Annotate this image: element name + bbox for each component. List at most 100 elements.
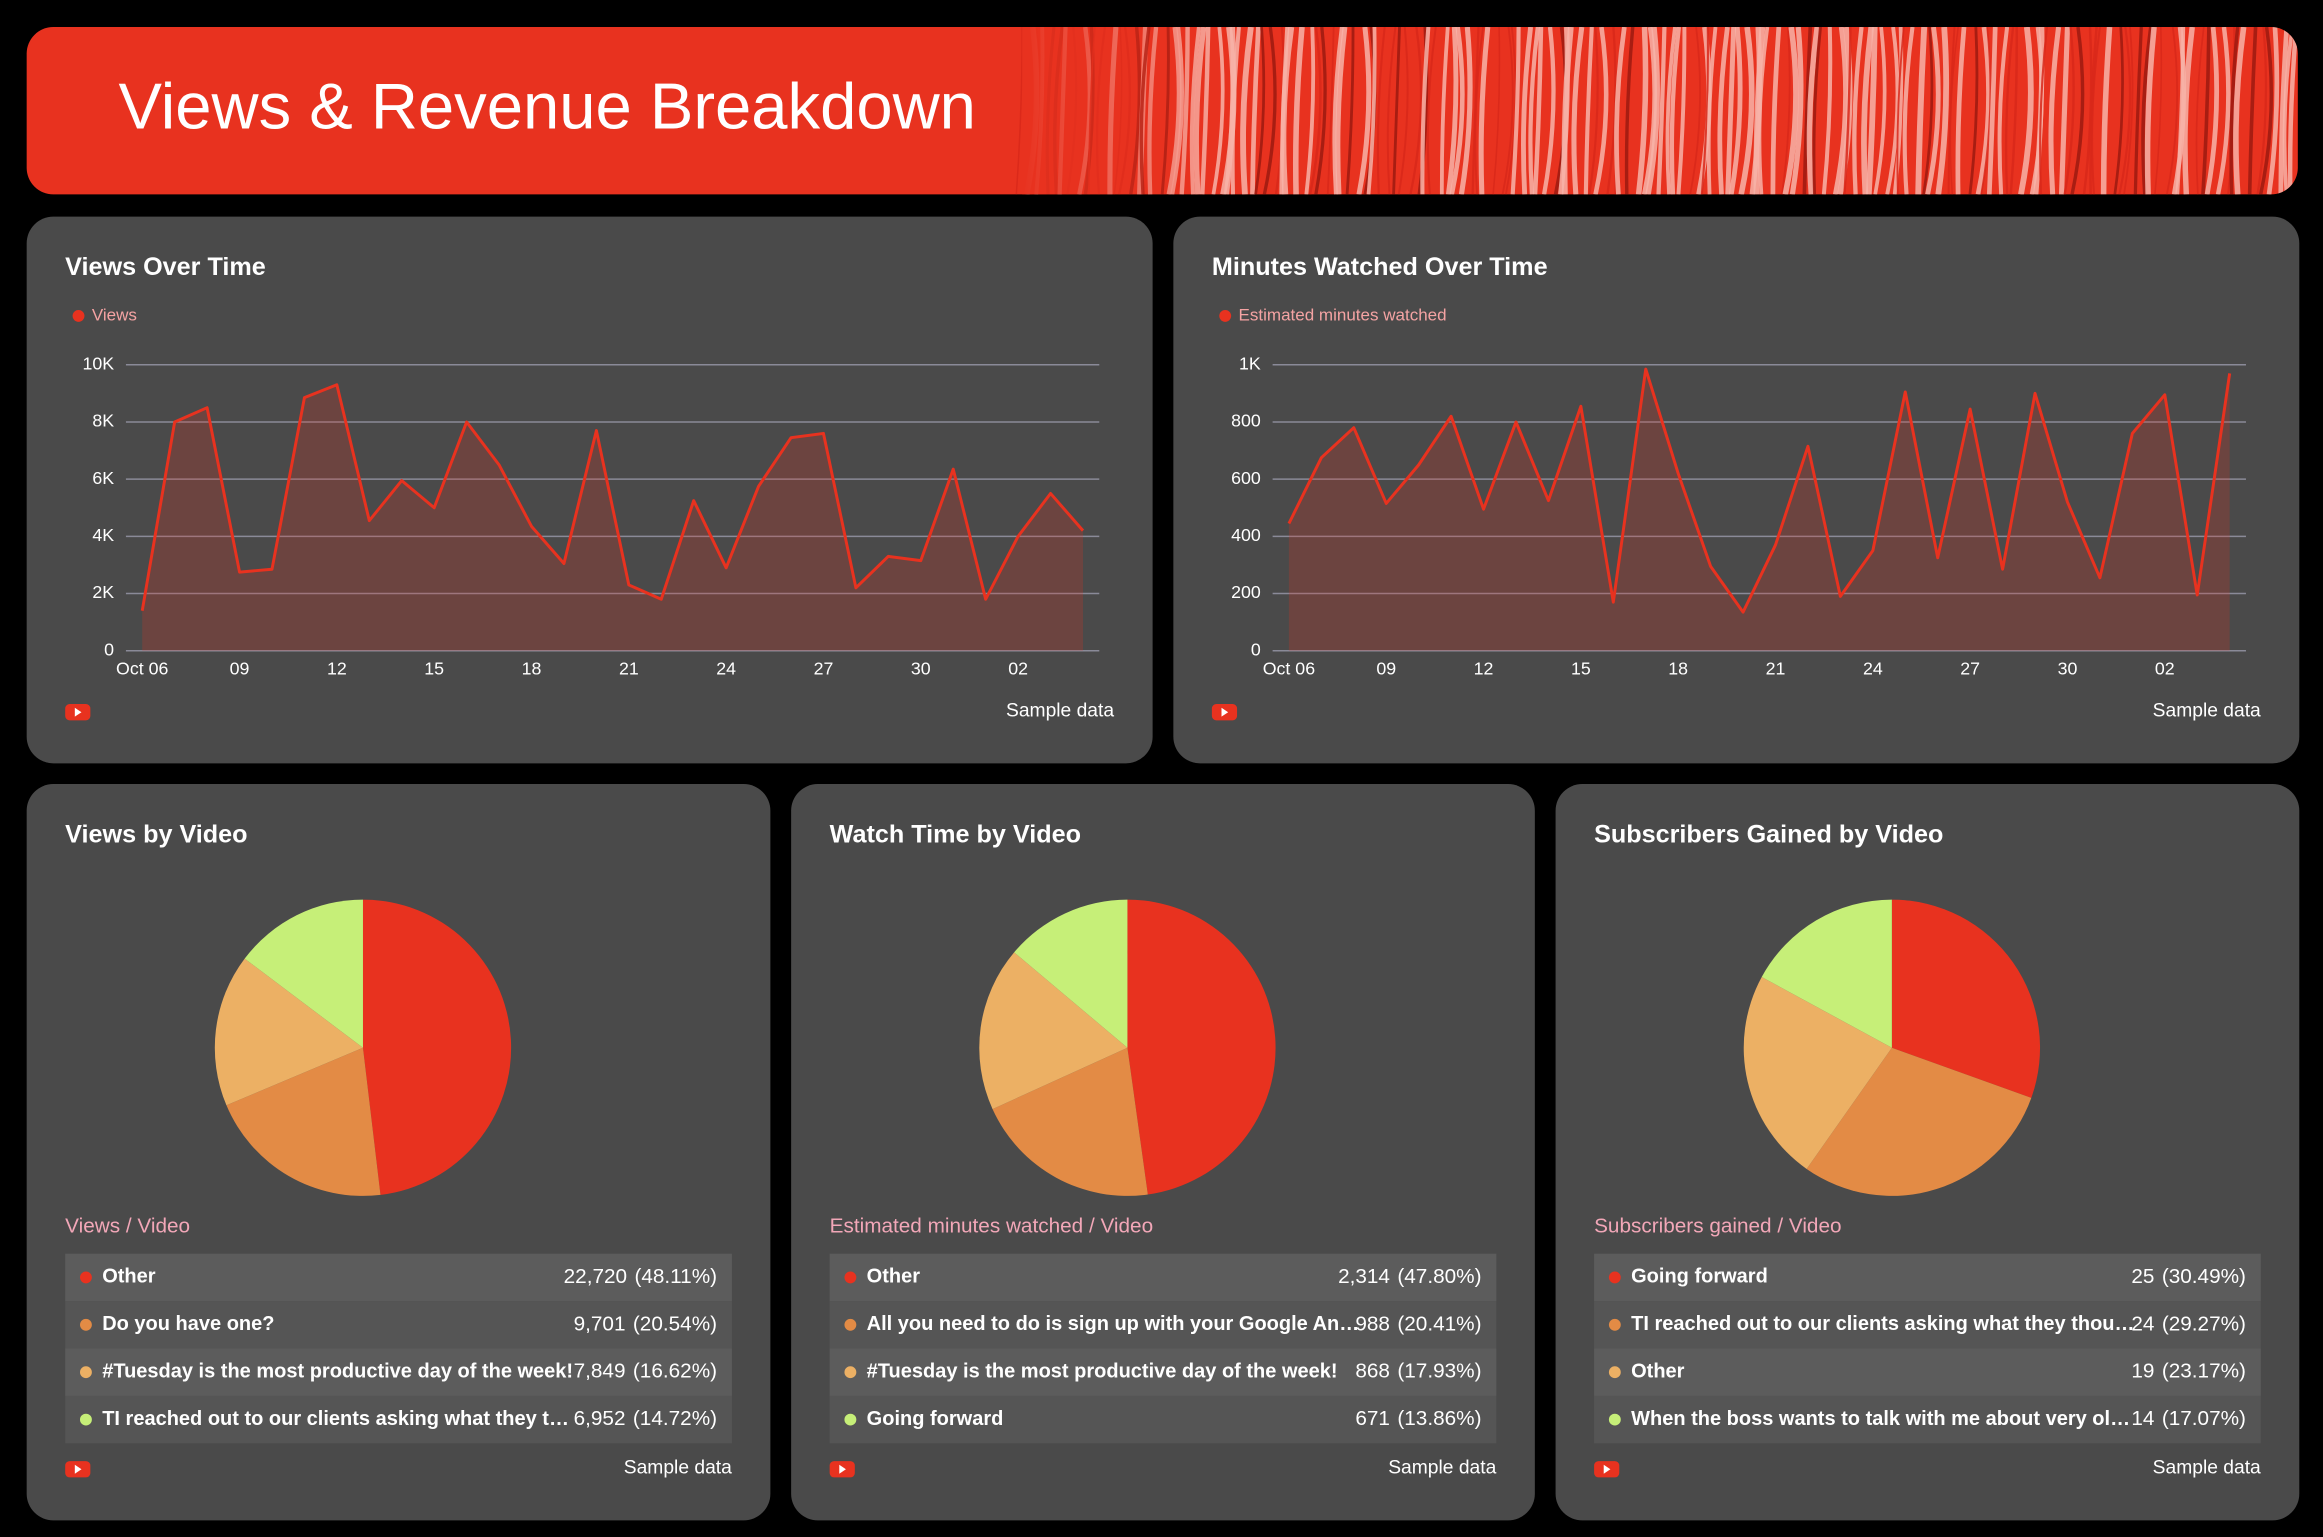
legend-marker: [844, 1366, 857, 1379]
x-tick-label: 12: [1474, 659, 1494, 679]
x-tick-label: 18: [1668, 659, 1688, 679]
legend-row: [1594, 1348, 2261, 1396]
legend-subtitle: Views / Video: [65, 1215, 190, 1238]
area: [142, 384, 1083, 651]
x-tick-label: 15: [424, 659, 444, 679]
x-tick-label: 02: [1008, 659, 1028, 679]
legend-row: [1594, 1301, 2261, 1349]
pie-slice: [1761, 899, 1892, 1048]
legend-row: [1594, 1395, 2261, 1444]
chart-title: Views Over Time: [65, 253, 266, 281]
share-label: (23.17%): [2162, 1360, 2246, 1383]
legend-label: Views: [92, 305, 137, 324]
legend-label: Estimated minutes watched: [1239, 305, 1447, 324]
legend-label: #Tuesday is the most productive day of t…: [102, 1360, 573, 1382]
share-label: (48.11%): [634, 1265, 717, 1288]
source-label: Sample data: [2153, 701, 2261, 722]
legend-row: [829, 1253, 1497, 1302]
legend-label: #Tuesday is the most productive day of t…: [867, 1360, 1338, 1382]
pie-slice: [226, 1047, 381, 1196]
value-label: 671: [1355, 1407, 1390, 1430]
legend-label: Other: [102, 1266, 156, 1288]
header-fade: [1022, 27, 2298, 195]
x-tick-label: 30: [2058, 659, 2078, 679]
legend-marker: [1608, 1271, 1621, 1284]
legend-row: [65, 1348, 732, 1396]
legend-marker: [72, 309, 85, 322]
legend-marker: [844, 1413, 857, 1426]
chart-title: Minutes Watched Over Time: [1212, 253, 1548, 281]
value-label: 988: [1355, 1312, 1390, 1335]
legend-marker: [1608, 1366, 1621, 1379]
x-tick-label: 09: [230, 659, 250, 679]
legend-marker: [1219, 309, 1232, 322]
source-label: Sample data: [1006, 701, 1114, 722]
x-tick-label: 12: [327, 659, 347, 679]
legend-subtitle: Subscribers gained / Video: [1594, 1215, 1841, 1238]
source-label: Sample data: [1388, 1458, 1496, 1479]
legend-subtitle: Estimated minutes watched / Video: [830, 1215, 1153, 1238]
x-tick-label: 27: [1960, 659, 1980, 679]
value-label: 868: [1355, 1360, 1390, 1383]
pie-slice: [1014, 899, 1128, 1048]
area: [1288, 369, 2230, 651]
pie-slice: [1891, 899, 2041, 1098]
y-tick-label: 200: [1231, 582, 1261, 602]
share-label: (16.62%): [633, 1360, 717, 1383]
legend-marker: [80, 1271, 92, 1284]
youtube-play: [74, 1464, 82, 1474]
legend-row: [65, 1395, 732, 1444]
youtube-play: [1603, 1464, 1611, 1474]
share-label: (29.27%): [2162, 1312, 2246, 1335]
value-label: 2,314: [1338, 1265, 1390, 1288]
x-tick-label: Oct 06: [116, 659, 168, 679]
y-tick-label: 1K: [1239, 353, 1261, 373]
legend-row: [829, 1301, 1497, 1349]
pie-slice: [244, 899, 363, 1048]
x-tick-label: 21: [1766, 659, 1786, 679]
line: [1287, 367, 2232, 614]
value-label: 7,849: [574, 1360, 626, 1383]
y-tick-label: 600: [1231, 468, 1261, 488]
legend-row: [1594, 1253, 2261, 1302]
legend-label: TI reached out to our clients asking wha…: [1631, 1313, 2134, 1335]
value-label: 22,720: [564, 1265, 627, 1288]
legend-row: [65, 1301, 732, 1349]
pie-slice: [992, 1047, 1148, 1196]
legend-label: Other: [867, 1266, 921, 1288]
page-title: Views & Revenue Breakdown: [119, 70, 976, 143]
value-label: 24: [2131, 1312, 2154, 1335]
x-tick-label: 02: [2155, 659, 2175, 679]
chart-title: Views by Video: [65, 821, 247, 849]
source-label: Sample data: [624, 1458, 732, 1479]
share-label: (17.07%): [2162, 1407, 2246, 1430]
legend-marker: [1608, 1413, 1621, 1426]
x-tick-label: 24: [716, 659, 736, 679]
value-label: 25: [2131, 1265, 2154, 1288]
legend-marker: [80, 1318, 92, 1331]
value-label: 6,952: [574, 1407, 626, 1430]
y-tick-label: 4K: [92, 525, 114, 545]
legend-label: Do you have one?: [102, 1313, 274, 1335]
share-label: (14.72%): [633, 1407, 717, 1430]
youtube-play: [1221, 707, 1229, 717]
y-tick-label: 0: [104, 639, 114, 659]
value-label: 19: [2131, 1360, 2154, 1383]
x-tick-label: 15: [1571, 659, 1591, 679]
pie-slice: [1127, 899, 1276, 1195]
legend-label: All you need to do is sign up with your …: [867, 1313, 1360, 1335]
legend-label: Going forward: [867, 1408, 1004, 1430]
share-label: (30.49%): [2162, 1265, 2246, 1288]
x-tick-label: 30: [911, 659, 931, 679]
legend-marker: [80, 1413, 92, 1426]
y-tick-label: 6K: [92, 468, 114, 488]
legend-label: Other: [1631, 1360, 1685, 1382]
legend-label: When the boss wants to talk with me abou…: [1631, 1408, 2130, 1430]
legend-row: [65, 1253, 732, 1302]
share-label: (17.93%): [1397, 1360, 1481, 1383]
pie-slice: [979, 952, 1128, 1110]
pie-slice: [214, 958, 363, 1106]
x-tick-label: 27: [814, 659, 834, 679]
share-label: (47.80%): [1397, 1265, 1481, 1288]
